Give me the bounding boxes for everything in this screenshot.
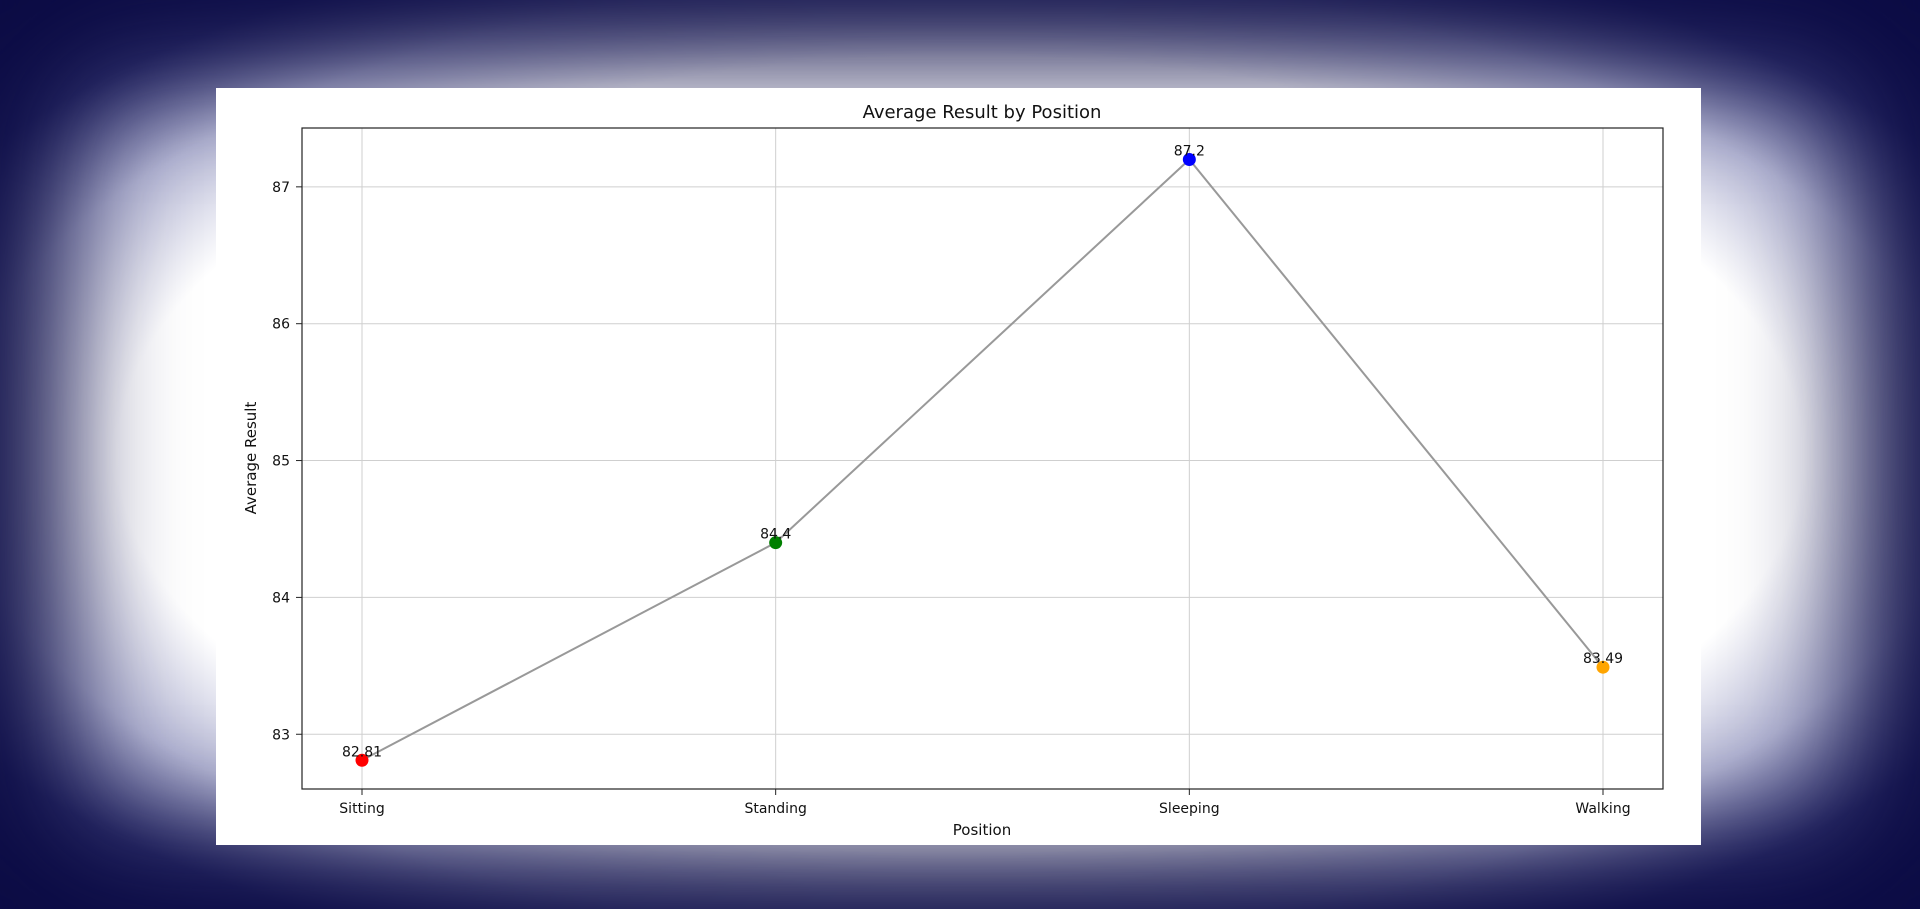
plot-area-border: [301, 127, 1664, 790]
data-point: [1596, 660, 1610, 674]
y-tick-label: 85: [272, 454, 290, 470]
x-tick-label: Standing: [744, 801, 806, 817]
data-label: 83.49: [1583, 651, 1623, 667]
chart-title: Average Result by Position: [863, 102, 1102, 123]
x-axis-ticks: Sitting Standing Sleeping Walking: [339, 789, 1631, 817]
data-point: [355, 753, 369, 767]
data-point: [1182, 152, 1196, 166]
y-tick-label: 86: [272, 317, 290, 333]
data-label: 82.81: [342, 744, 382, 760]
data-label: 87.2: [1174, 143, 1205, 159]
data-label: 84.4: [760, 527, 791, 543]
x-axis-label: Position: [953, 821, 1011, 839]
grid-layer: [302, 128, 1663, 789]
line-chart: Average Result by Position 82.81 84.4 87.2…: [242, 102, 1664, 839]
y-tick-label: 87: [272, 180, 290, 196]
x-tick-label: Sitting: [339, 801, 384, 817]
y-tick-label: 83: [272, 727, 290, 743]
x-tick-label: Walking: [1575, 801, 1630, 817]
chart-card: Average Result by Position 82.81 84.4 87.2…: [216, 88, 1701, 845]
y-axis-ticks: 83 84 85 86 87: [272, 180, 302, 743]
x-tick-label: Sleeping: [1159, 801, 1220, 817]
y-axis-label: Average Result: [242, 402, 260, 515]
data-point: [769, 536, 783, 550]
plot-layer: 82.81 84.4 87.2 83.49: [342, 143, 1623, 767]
y-tick-label: 84: [272, 590, 290, 606]
series-line: [361, 158, 1604, 762]
